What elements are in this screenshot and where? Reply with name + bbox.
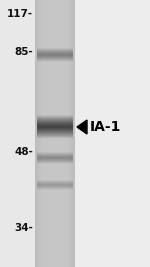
Polygon shape [77,120,87,134]
Text: 48-: 48- [14,147,33,157]
Text: 117-: 117- [7,9,33,19]
Text: IA-1: IA-1 [90,120,121,134]
Text: 85-: 85- [14,47,33,57]
Text: 34-: 34- [14,223,33,233]
